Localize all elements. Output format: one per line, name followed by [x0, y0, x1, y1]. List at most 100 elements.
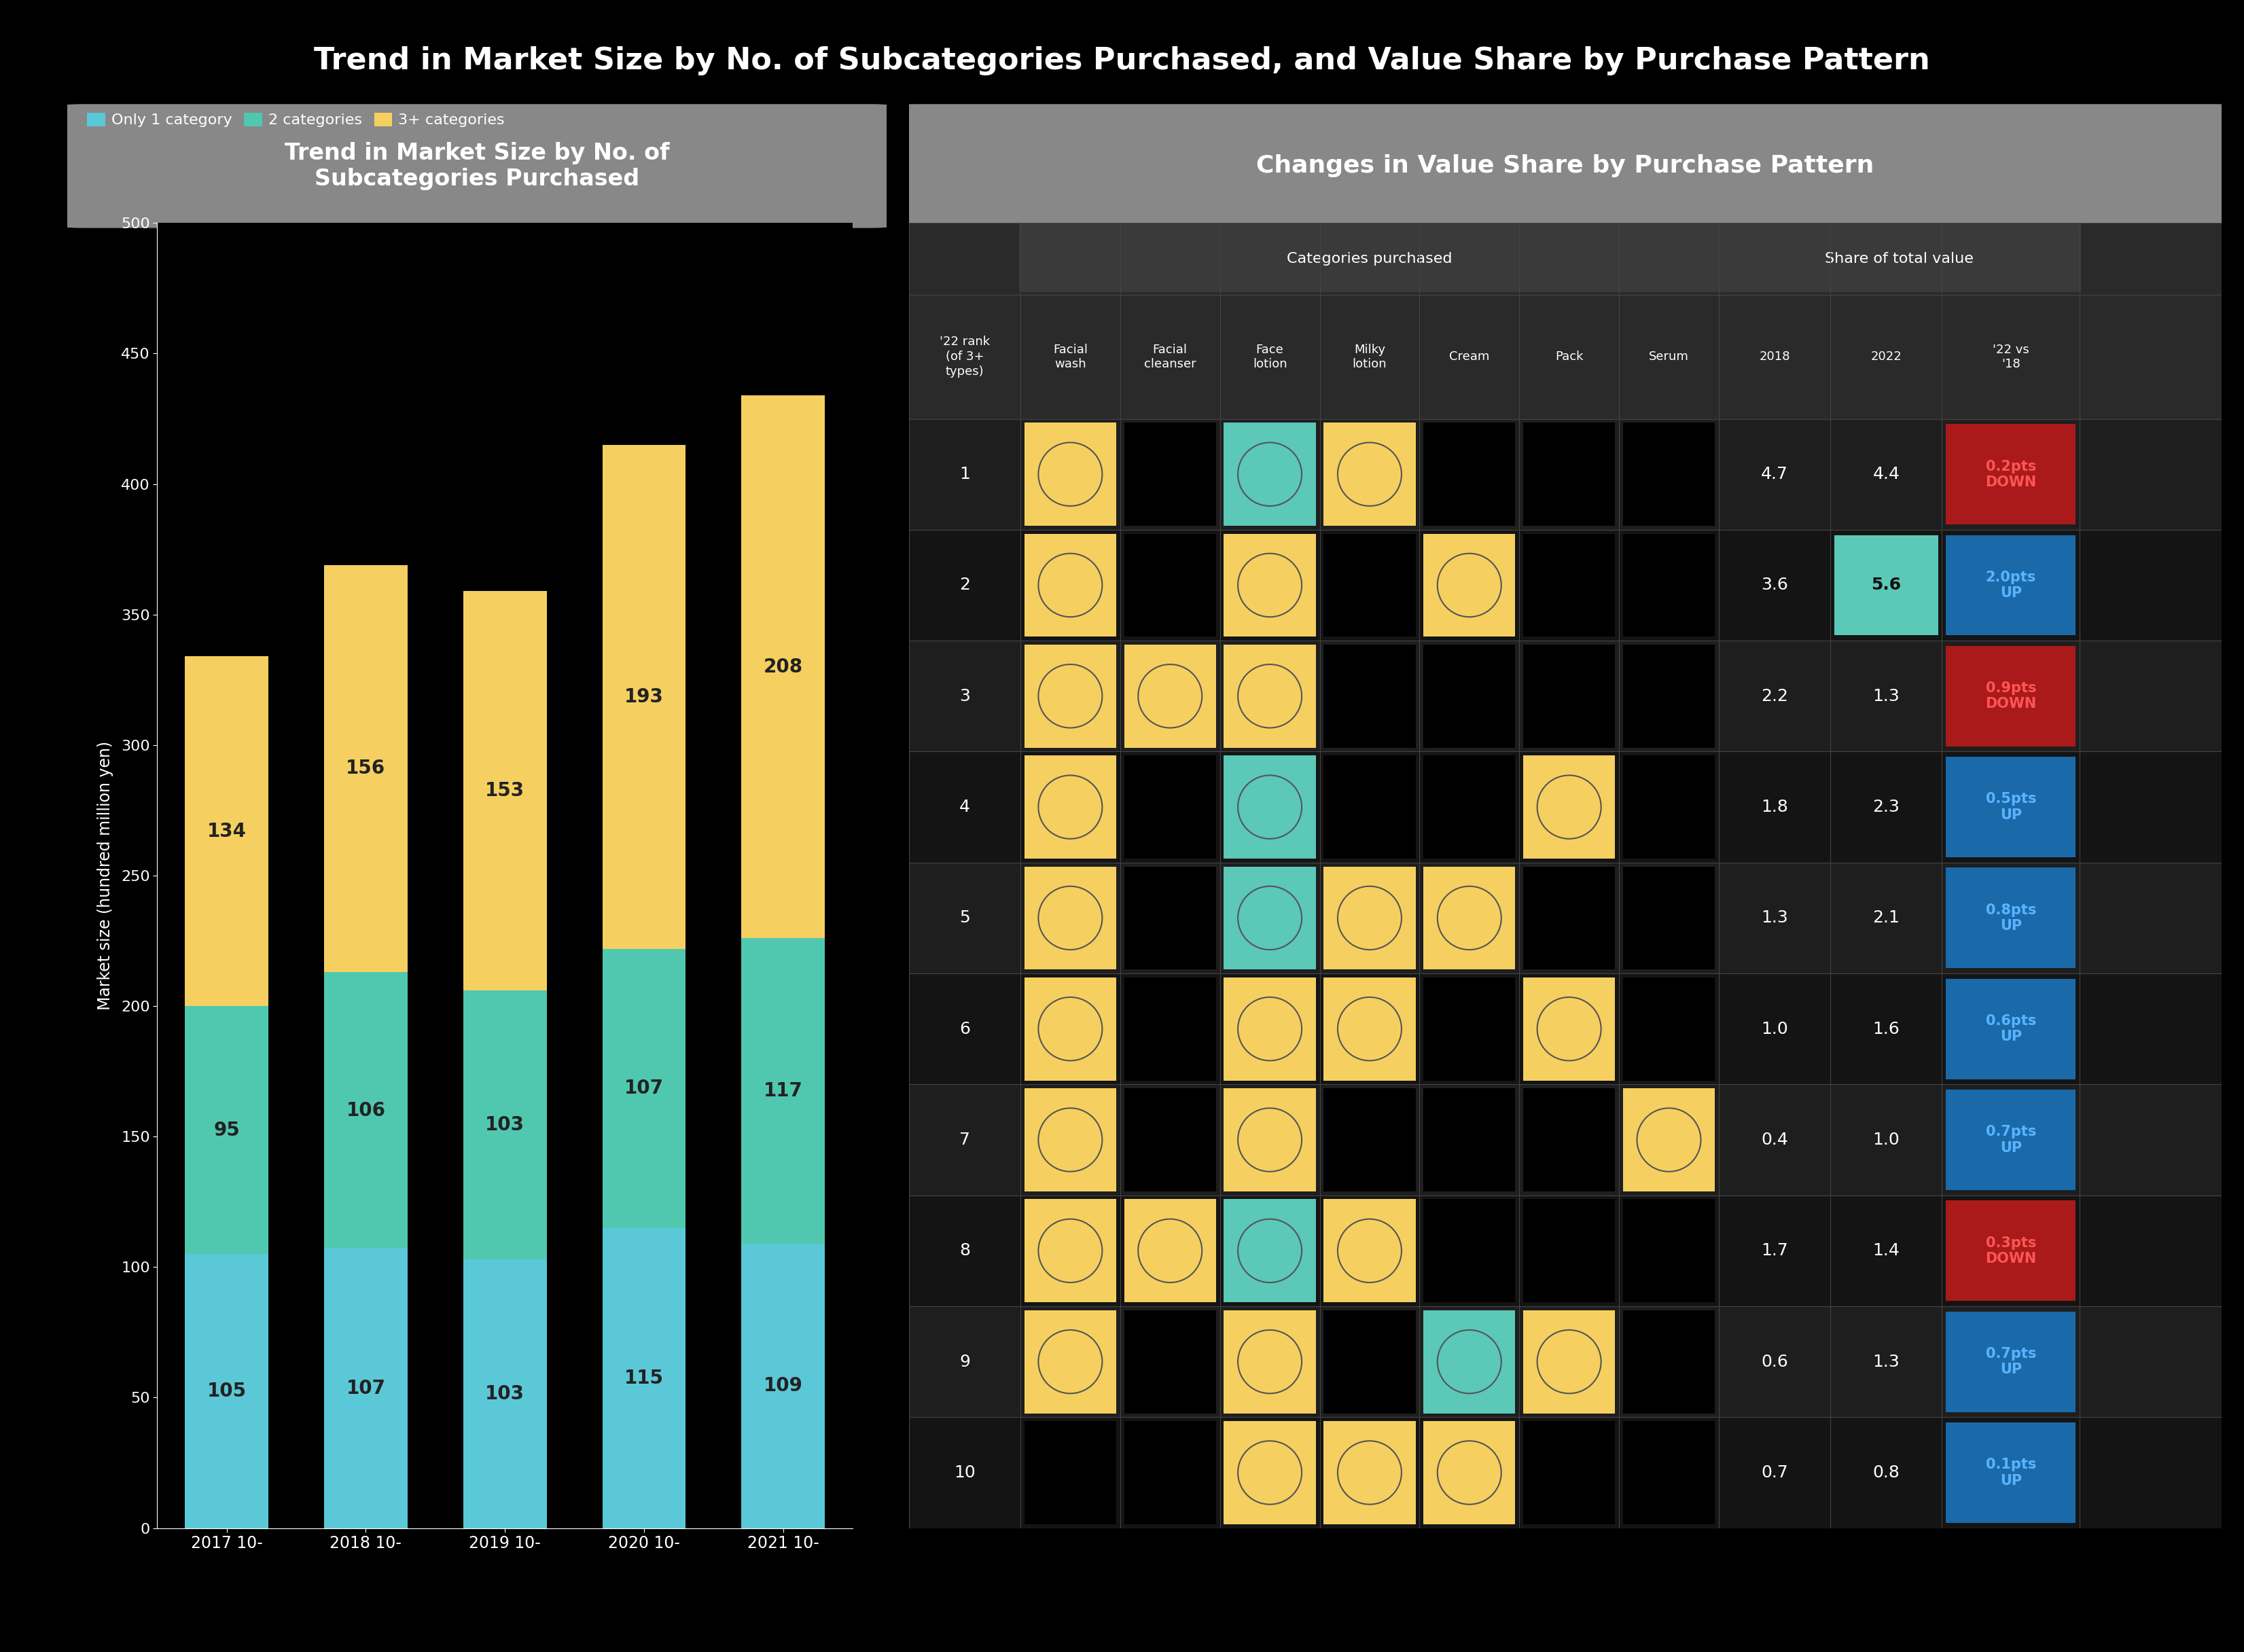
Bar: [601, 444, 687, 948]
Bar: [1023, 1089, 1115, 1191]
Bar: [1423, 534, 1515, 636]
Text: 5: 5: [958, 910, 969, 927]
Bar: [1324, 534, 1416, 636]
Text: 0.2pts
DOWN: 0.2pts DOWN: [1986, 459, 2035, 489]
Bar: [1124, 978, 1216, 1080]
Bar: [1524, 423, 1616, 525]
Text: 3.6: 3.6: [1762, 577, 1788, 593]
Text: 109: 109: [763, 1376, 803, 1396]
Bar: [1423, 866, 1515, 970]
Bar: [1223, 1089, 1315, 1191]
Text: 0.7: 0.7: [1762, 1464, 1788, 1480]
Text: 4: 4: [958, 800, 969, 814]
Bar: [1946, 1090, 2076, 1189]
Text: 0.9pts
DOWN: 0.9pts DOWN: [1986, 681, 2035, 710]
Bar: [1324, 644, 1416, 748]
Bar: [909, 752, 2222, 862]
Text: 10: 10: [954, 1464, 976, 1480]
Text: 0.4: 0.4: [1762, 1132, 1788, 1148]
Bar: [1023, 866, 1115, 970]
Bar: [1524, 534, 1616, 636]
Text: Face
lotion: Face lotion: [1252, 344, 1288, 370]
Text: Changes in Value Share by Purchase Pattern: Changes in Value Share by Purchase Patte…: [1257, 155, 1874, 177]
Bar: [1223, 1199, 1315, 1302]
Bar: [1423, 1421, 1515, 1525]
Bar: [1223, 755, 1315, 859]
Bar: [1622, 1421, 1714, 1525]
Bar: [1324, 755, 1416, 859]
Text: 1.0: 1.0: [1874, 1132, 1901, 1148]
Bar: [1324, 1421, 1416, 1525]
Text: Share of total value: Share of total value: [1824, 253, 1975, 266]
Text: 153: 153: [485, 781, 525, 800]
Text: 1.7: 1.7: [1762, 1242, 1788, 1259]
Text: 0.6pts
UP: 0.6pts UP: [1986, 1014, 2035, 1044]
Bar: [1622, 978, 1714, 1080]
Text: 4.7: 4.7: [1762, 466, 1788, 482]
Text: Trend in Market Size by No. of
Subcategories Purchased: Trend in Market Size by No. of Subcatego…: [285, 142, 669, 190]
Text: Trend in Market Size by No. of Subcategories Purchased, and Value Share by Purch: Trend in Market Size by No. of Subcatego…: [314, 46, 1930, 76]
Legend: Only 1 category, 2 categories, 3+ categories: Only 1 category, 2 categories, 3+ catego…: [81, 107, 512, 134]
Text: 4.4: 4.4: [1871, 466, 1901, 482]
Text: 208: 208: [763, 657, 803, 676]
Text: 6: 6: [958, 1021, 969, 1037]
Y-axis label: Market size (hundred million yen): Market size (hundred million yen): [96, 742, 114, 1009]
FancyBboxPatch shape: [1019, 223, 1721, 292]
Bar: [1946, 646, 2076, 747]
Bar: [1124, 534, 1216, 636]
Bar: [462, 1259, 548, 1528]
Bar: [1124, 1310, 1216, 1412]
Text: 117: 117: [763, 1082, 803, 1100]
Bar: [741, 395, 826, 938]
Text: 0.1pts
UP: 0.1pts UP: [1986, 1459, 2035, 1487]
Bar: [1946, 1422, 2076, 1523]
FancyBboxPatch shape: [52, 104, 902, 228]
Text: 1.3: 1.3: [1874, 687, 1901, 704]
Bar: [909, 862, 2222, 973]
Bar: [1622, 644, 1714, 748]
Text: 0.5pts
UP: 0.5pts UP: [1986, 793, 2035, 821]
Bar: [323, 971, 408, 1249]
Bar: [909, 420, 2222, 530]
Text: 1.8: 1.8: [1762, 800, 1788, 814]
Bar: [1124, 423, 1216, 525]
Bar: [323, 1249, 408, 1528]
Text: 1.0: 1.0: [1762, 1021, 1788, 1037]
Text: 0.8: 0.8: [1871, 1464, 1901, 1480]
Text: 5.6: 5.6: [1871, 577, 1901, 593]
Text: 134: 134: [206, 821, 247, 841]
Text: 0.3pts
DOWN: 0.3pts DOWN: [1986, 1236, 2035, 1265]
Text: 7: 7: [958, 1132, 969, 1148]
Bar: [741, 1244, 826, 1528]
Text: 0.7pts
UP: 0.7pts UP: [1986, 1346, 2035, 1376]
Text: 9: 9: [958, 1353, 969, 1370]
Text: 1: 1: [958, 466, 969, 482]
Text: Categories purchased: Categories purchased: [1286, 253, 1452, 266]
Bar: [1524, 755, 1616, 859]
Text: 1.4: 1.4: [1871, 1242, 1901, 1259]
Bar: [1622, 534, 1714, 636]
Text: 8: 8: [958, 1242, 969, 1259]
Bar: [1324, 1199, 1416, 1302]
Bar: [1833, 535, 1939, 636]
Text: 106: 106: [346, 1100, 386, 1120]
Bar: [1223, 423, 1315, 525]
Bar: [1423, 755, 1515, 859]
Bar: [1946, 535, 2076, 636]
Bar: [1124, 866, 1216, 970]
Bar: [1223, 1421, 1315, 1525]
Text: 0.6: 0.6: [1762, 1353, 1788, 1370]
Bar: [1622, 423, 1714, 525]
Text: 0.8pts
UP: 0.8pts UP: [1986, 904, 2035, 933]
Bar: [909, 1084, 2222, 1196]
Text: 2: 2: [958, 577, 969, 593]
Text: 107: 107: [624, 1079, 664, 1099]
Bar: [323, 565, 408, 971]
Bar: [1524, 1089, 1616, 1191]
Bar: [1524, 1199, 1616, 1302]
Bar: [184, 1006, 269, 1254]
Bar: [1622, 1089, 1714, 1191]
Text: 1.3: 1.3: [1874, 1353, 1901, 1370]
Text: 103: 103: [485, 1115, 525, 1135]
Text: 95: 95: [213, 1120, 240, 1140]
